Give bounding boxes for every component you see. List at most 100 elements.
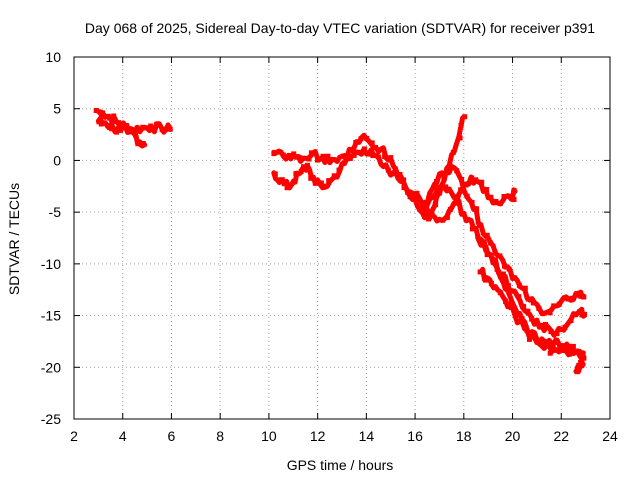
data-point [562, 295, 568, 301]
data-point [426, 196, 432, 202]
data-point [429, 212, 435, 218]
data-point [101, 120, 107, 126]
data-point [469, 226, 475, 232]
data-point [422, 213, 427, 219]
data-point [140, 141, 146, 146]
data-point [382, 163, 387, 168]
data-point [511, 275, 517, 281]
data-point [569, 295, 575, 301]
data-point [397, 172, 403, 177]
data-point [464, 216, 470, 222]
data-point [298, 168, 304, 174]
data-point [320, 153, 326, 159]
data-point [525, 296, 531, 302]
data-point [401, 177, 407, 183]
data-point [463, 182, 469, 188]
data-point [385, 167, 391, 173]
y-tick-label: 0 [53, 152, 61, 168]
data-point [452, 194, 458, 200]
data-point [326, 178, 332, 184]
data-point [506, 193, 512, 199]
data-point [527, 336, 532, 342]
chart-title: Day 068 of 2025, Sidereal Day-to-day VTE… [85, 20, 595, 36]
data-point [533, 318, 539, 324]
data-point [375, 154, 381, 160]
data-point [433, 202, 439, 207]
data-point [484, 276, 490, 282]
x-tick-label: 20 [505, 428, 521, 444]
data-point [545, 339, 551, 345]
data-point [511, 188, 517, 194]
data-point [322, 183, 327, 189]
data-point [437, 190, 443, 196]
data-point [293, 171, 299, 177]
data-point [548, 329, 554, 334]
data-point [505, 283, 511, 289]
data-point [494, 266, 500, 272]
data-point [474, 206, 480, 212]
data-point [308, 150, 314, 156]
y-axis-label: SDTVAR / TECUs [6, 183, 22, 295]
data-point [167, 126, 173, 132]
data-point [331, 173, 337, 179]
data-point [431, 185, 436, 191]
data-point [551, 303, 557, 309]
data-point [547, 310, 553, 316]
data-point [388, 155, 394, 161]
data-point [469, 175, 475, 181]
data-point [306, 156, 312, 162]
data-point [516, 282, 522, 288]
data-point [440, 171, 446, 177]
data-point [458, 123, 464, 128]
data-point [405, 189, 411, 195]
data-point [497, 290, 503, 296]
data-point [522, 285, 528, 291]
data-point [450, 149, 456, 155]
data-point [454, 168, 460, 174]
data-point [506, 266, 512, 272]
data-point [292, 178, 298, 184]
data-point [93, 108, 99, 113]
data-point [120, 125, 126, 131]
data-point [519, 316, 525, 322]
y-tick-label: -20 [41, 359, 61, 375]
data-point [547, 350, 553, 356]
data-point [500, 271, 506, 277]
data-point [536, 305, 542, 311]
data-point [445, 169, 450, 175]
x-tick-label: 6 [168, 428, 176, 444]
data-point [575, 367, 581, 373]
data-point [542, 339, 548, 345]
data-point [304, 162, 310, 168]
data-point [279, 177, 285, 183]
data-point [521, 303, 527, 309]
x-axis-label: GPS time / hours [287, 457, 394, 473]
data-point [459, 177, 465, 182]
data-point [477, 222, 482, 228]
data-point [280, 152, 286, 158]
data-point [457, 135, 463, 141]
data-point [148, 123, 154, 129]
x-tick-label: 4 [119, 428, 127, 444]
data-point [469, 200, 475, 205]
data-point [530, 300, 536, 306]
data-point [559, 327, 565, 333]
data-point [315, 157, 320, 163]
data-point [481, 239, 487, 245]
data-point [98, 121, 104, 127]
data-point [358, 136, 364, 142]
data-point [364, 135, 370, 141]
x-tick-label: 14 [359, 428, 375, 444]
data-point [581, 355, 587, 361]
data-point [336, 167, 342, 173]
data-point [484, 187, 490, 192]
data-point [114, 129, 119, 135]
data-point [140, 124, 146, 130]
data-point [460, 211, 466, 217]
data-point [440, 217, 446, 223]
data-point [373, 145, 379, 150]
data-point [369, 140, 375, 146]
data-point [100, 110, 106, 116]
